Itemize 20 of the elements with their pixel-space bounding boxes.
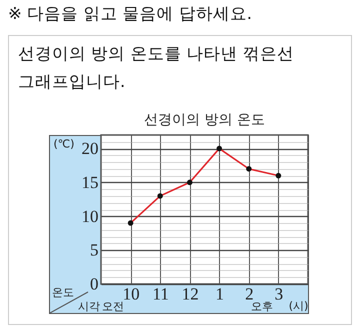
y-tick-label: 0 (90, 274, 98, 294)
x-tick-label: 3 (274, 284, 284, 304)
text: 오전 (102, 300, 124, 314)
text: 오후 (251, 300, 273, 314)
chart-title: 선경이의 방의 온도 (144, 112, 265, 128)
y-axis-title: (℃) (54, 138, 74, 150)
y-tick-label: 15 (82, 172, 98, 192)
text: 시각 (78, 299, 100, 314)
text: 온도 (52, 285, 74, 300)
y-tick-label: 20 (82, 139, 98, 158)
x-tick-label: 12 (182, 284, 199, 304)
y-tick-label: 10 (82, 206, 98, 226)
y-tick-label: 5 (90, 240, 98, 260)
chart-subtitle: 선경이의 방의 온도를 나타낸 꺾은선 그래프입니다. (18, 43, 295, 93)
x-tick-label: 2 (245, 284, 254, 304)
x-axis-title: (시) (288, 300, 308, 312)
x-tick-label: 11 (152, 284, 169, 304)
x-tick-label: 1 (216, 284, 224, 304)
text: ※ 다음을 읽고 물음에 답하세요. (8, 3, 252, 25)
x-tick-label: 10 (122, 284, 140, 304)
